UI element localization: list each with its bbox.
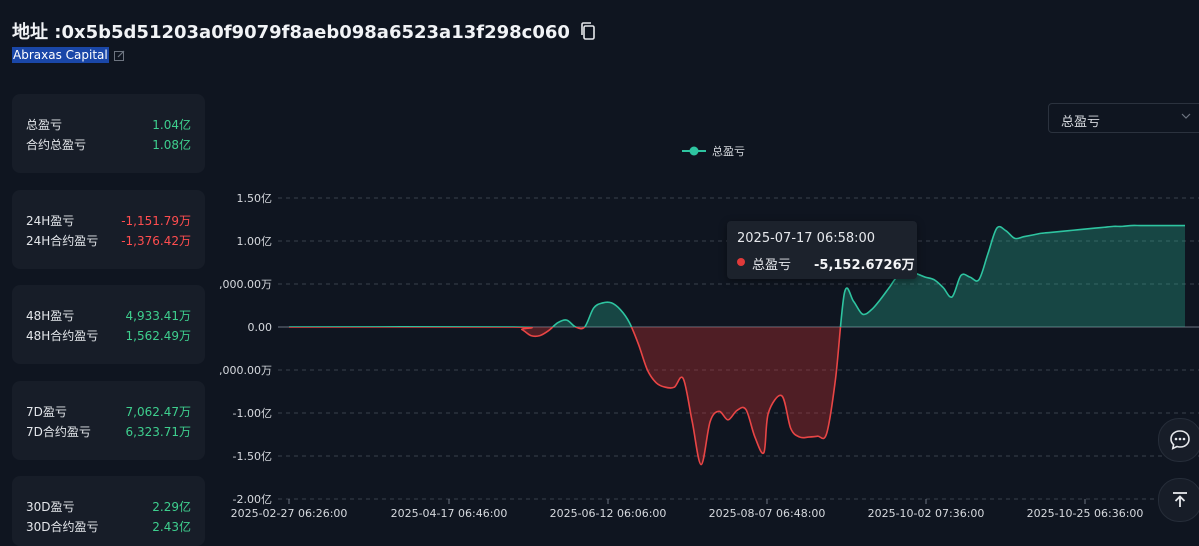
x-tick-label: 2025-10-25 06:36:00 [1027,507,1144,520]
pnl-value: -1,376.42万 [121,234,191,248]
chart-tooltip: 2025-07-17 06:58:00 总盈亏 -5,152.6726万 [727,221,917,279]
chat-icon [1170,430,1190,450]
metric-select-value: 总盈亏 [1061,115,1101,130]
edit-icon[interactable] [113,50,125,61]
pnl-label: 48H盈亏 [26,309,75,323]
pnl-row: 合约总盈亏 1.08亿 [26,136,191,153]
alias-label: Abraxas Capital [12,47,109,63]
pnl-value: 2.29亿 [152,500,191,514]
chart-legend[interactable]: 总盈亏 [682,143,745,159]
pnl-row: 30D盈亏 2.29亿 [26,498,191,515]
y-tick-label: 1.50亿 [237,192,273,205]
chat-button[interactable] [1158,418,1199,462]
y-tick-label: ,000.00万 [219,364,272,377]
pnl-label: 7D盈亏 [26,405,67,419]
pnl-value: 2.43亿 [152,520,191,534]
pnl-card-48h: 48H盈亏 4,933.41万 48H合约盈亏 1,562.49万 [12,285,205,364]
pnl-value: 7,062.47万 [125,405,191,419]
back-to-top-button[interactable] [1158,478,1199,522]
y-tick-label: -2.00亿 [233,493,272,506]
pnl-value: 1.08亿 [152,138,191,152]
tooltip-value: -5,152.6726万 [814,258,915,273]
y-tick-label: -1.50亿 [233,450,272,463]
x-tick-label: 2025-10-02 07:36:00 [868,507,985,520]
pnl-row: 总盈亏 1.04亿 [26,116,191,133]
pnl-value: 1,562.49万 [125,329,191,343]
legend-marker-icon [682,146,706,156]
y-tick-label: -1.00亿 [233,407,272,420]
x-tick-label: 2025-08-07 06:48:00 [709,507,826,520]
address-title: 地址 :0x5b5d51203a0f9079f8aeb098a6523a13f2… [12,22,570,43]
pnl-row: 48H盈亏 4,933.41万 [26,307,191,324]
pnl-value: -1,151.79万 [121,214,191,228]
pnl-label: 合约总盈亏 [26,138,87,152]
tooltip-series-name: 总盈亏 [752,258,792,273]
pnl-label: 24H合约盈亏 [26,234,99,248]
legend-label: 总盈亏 [712,145,745,158]
pnl-card-30d: 30D盈亏 2.29亿 30D合约盈亏 2.43亿 [12,476,205,546]
pnl-label: 30D合约盈亏 [26,520,99,534]
pnl-card-total: 总盈亏 1.04亿 合约总盈亏 1.08亿 [12,94,205,173]
metric-select[interactable]: 总盈亏 [1048,103,1199,133]
x-tick-label: 2025-06-12 06:06:00 [550,507,667,520]
pnl-label: 48H合约盈亏 [26,329,99,343]
pnl-label: 总盈亏 [26,118,63,132]
pnl-label: 24H盈亏 [26,214,75,228]
pnl-card-24h: 24H盈亏 -1,151.79万 24H合约盈亏 -1,376.42万 [12,190,205,269]
x-tick-label: 2025-04-17 06:46:00 [391,507,508,520]
pnl-label: 30D盈亏 [26,500,75,514]
alias-row: Abraxas Capital [12,47,125,63]
y-tick-label: 0.00 [248,321,273,334]
pnl-row: 7D盈亏 7,062.47万 [26,403,191,420]
address-header: 地址 :0x5b5d51203a0f9079f8aeb098a6523a13f2… [12,18,596,44]
copy-icon[interactable] [580,21,596,41]
pnl-card-7d: 7D盈亏 7,062.47万 7D合约盈亏 6,323.71万 [12,381,205,460]
y-tick-label: ,000.00万 [219,278,272,291]
x-tick-label: 2025-02-27 06:26:00 [231,507,348,520]
chevron-down-icon [1181,113,1191,119]
pnl-label: 7D合约盈亏 [26,425,91,439]
pnl-value: 4,933.41万 [125,309,191,323]
pnl-row: 24H盈亏 -1,151.79万 [26,212,191,229]
pnl-value: 6,323.71万 [125,425,191,439]
back-to-top-icon [1173,492,1187,507]
pnl-row: 30D合约盈亏 2.43亿 [26,518,191,535]
pnl-row: 7D合约盈亏 6,323.71万 [26,423,191,440]
pnl-row: 48H合约盈亏 1,562.49万 [26,327,191,344]
pnl-value: 1.04亿 [152,118,191,132]
pnl-row: 24H合约盈亏 -1,376.42万 [26,232,191,249]
y-tick-label: 1.00亿 [237,235,273,248]
tooltip-time: 2025-07-17 06:58:00 [737,231,876,246]
tooltip-series-dot [737,258,745,266]
